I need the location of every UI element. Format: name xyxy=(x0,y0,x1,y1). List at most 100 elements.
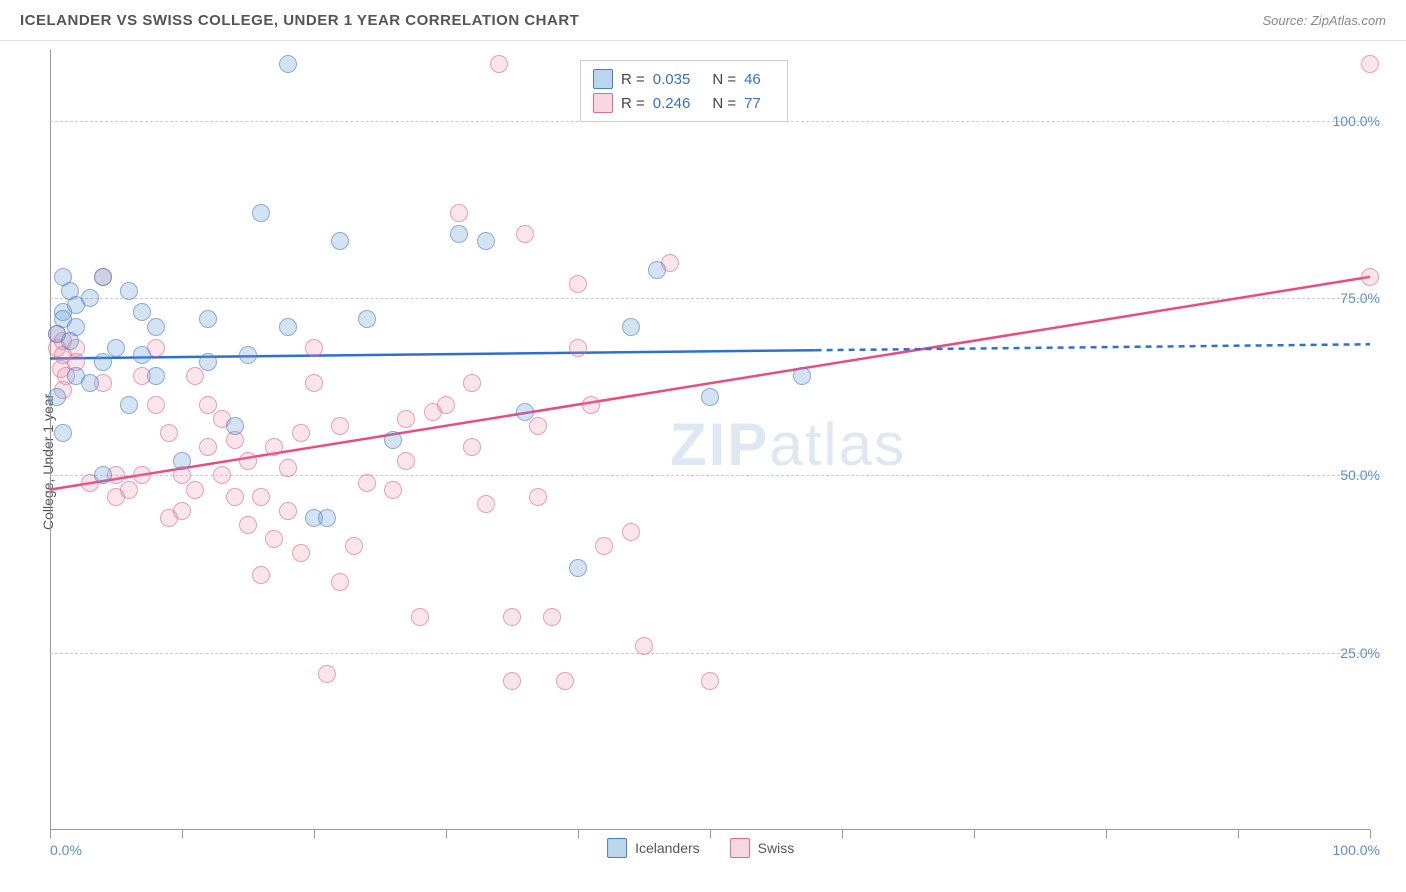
data-point xyxy=(569,275,587,293)
data-point xyxy=(265,438,283,456)
plot-area: College, Under 1 year ZIPatlas 25.0%50.0… xyxy=(50,50,1370,830)
data-point xyxy=(279,502,297,520)
data-point xyxy=(94,268,112,286)
data-point xyxy=(569,339,587,357)
data-point xyxy=(147,318,165,336)
data-point xyxy=(793,367,811,385)
x-axis-max-label: 100.0% xyxy=(1333,842,1380,858)
x-tick xyxy=(1370,830,1371,838)
data-point xyxy=(133,466,151,484)
legend-item-icelanders: Icelanders xyxy=(607,838,700,858)
data-point xyxy=(173,452,191,470)
data-point xyxy=(239,452,257,470)
stats-legend: R = 0.035 N = 46 R = 0.246 N = 77 xyxy=(580,60,788,122)
x-tick xyxy=(1238,830,1239,838)
data-point xyxy=(463,374,481,392)
trend-line xyxy=(50,350,816,358)
data-point xyxy=(279,459,297,477)
data-point xyxy=(331,232,349,250)
trend-layer xyxy=(50,50,1370,830)
data-point xyxy=(1361,55,1379,73)
x-tick xyxy=(842,830,843,838)
x-tick xyxy=(1106,830,1107,838)
data-point xyxy=(318,509,336,527)
data-point xyxy=(529,488,547,506)
data-point xyxy=(305,339,323,357)
data-point xyxy=(61,332,79,350)
data-point xyxy=(186,367,204,385)
data-point xyxy=(147,396,165,414)
data-point xyxy=(516,403,534,421)
data-point xyxy=(48,388,66,406)
data-point xyxy=(292,544,310,562)
data-point xyxy=(556,672,574,690)
data-point xyxy=(622,318,640,336)
chart-container: ICELANDER VS SWISS COLLEGE, UNDER 1 YEAR… xyxy=(0,0,1406,892)
stats-row-icelanders: R = 0.035 N = 46 xyxy=(593,67,775,91)
x-tick xyxy=(314,830,315,838)
source-label: Source: ZipAtlas.com xyxy=(1262,13,1386,28)
data-point xyxy=(252,488,270,506)
trend-line xyxy=(816,344,1370,350)
data-point xyxy=(318,665,336,683)
data-point xyxy=(107,339,125,357)
data-point xyxy=(516,225,534,243)
data-point xyxy=(94,353,112,371)
x-tick xyxy=(50,830,51,838)
swatch-pink-icon xyxy=(730,838,750,858)
data-point xyxy=(397,410,415,428)
data-point xyxy=(358,474,376,492)
data-point xyxy=(503,672,521,690)
data-point xyxy=(331,573,349,591)
header: ICELANDER VS SWISS COLLEGE, UNDER 1 YEAR… xyxy=(0,0,1406,41)
data-point xyxy=(147,367,165,385)
data-point xyxy=(252,204,270,222)
data-point xyxy=(133,346,151,364)
data-point xyxy=(384,431,402,449)
data-point xyxy=(199,353,217,371)
data-point xyxy=(213,466,231,484)
data-point xyxy=(490,55,508,73)
data-point xyxy=(133,303,151,321)
swatch-pink-icon xyxy=(593,93,613,113)
data-point xyxy=(543,608,561,626)
data-point xyxy=(173,502,191,520)
data-point xyxy=(411,608,429,626)
data-point xyxy=(331,417,349,435)
chart-title: ICELANDER VS SWISS COLLEGE, UNDER 1 YEAR… xyxy=(20,12,579,29)
data-point xyxy=(186,481,204,499)
data-point xyxy=(529,417,547,435)
data-point xyxy=(384,481,402,499)
data-point xyxy=(582,396,600,414)
data-point xyxy=(120,481,138,499)
data-point xyxy=(503,608,521,626)
data-point xyxy=(265,530,283,548)
data-point xyxy=(252,566,270,584)
x-tick xyxy=(446,830,447,838)
data-point xyxy=(450,225,468,243)
data-point xyxy=(635,637,653,655)
data-point xyxy=(358,310,376,328)
x-tick xyxy=(578,830,579,838)
data-point xyxy=(279,318,297,336)
data-point xyxy=(397,452,415,470)
data-point xyxy=(450,204,468,222)
bottom-legend: Icelanders Swiss xyxy=(607,838,794,858)
data-point xyxy=(199,396,217,414)
data-point xyxy=(595,537,613,555)
data-point xyxy=(477,232,495,250)
data-point xyxy=(54,424,72,442)
data-point xyxy=(81,289,99,307)
data-point xyxy=(81,374,99,392)
data-point xyxy=(199,438,217,456)
data-point xyxy=(226,417,244,435)
data-point xyxy=(239,516,257,534)
data-point xyxy=(279,55,297,73)
data-point xyxy=(648,261,666,279)
x-tick xyxy=(974,830,975,838)
data-point xyxy=(292,424,310,442)
x-axis-min-label: 0.0% xyxy=(50,842,82,858)
swatch-blue-icon xyxy=(593,69,613,89)
data-point xyxy=(477,495,495,513)
x-tick xyxy=(710,830,711,838)
